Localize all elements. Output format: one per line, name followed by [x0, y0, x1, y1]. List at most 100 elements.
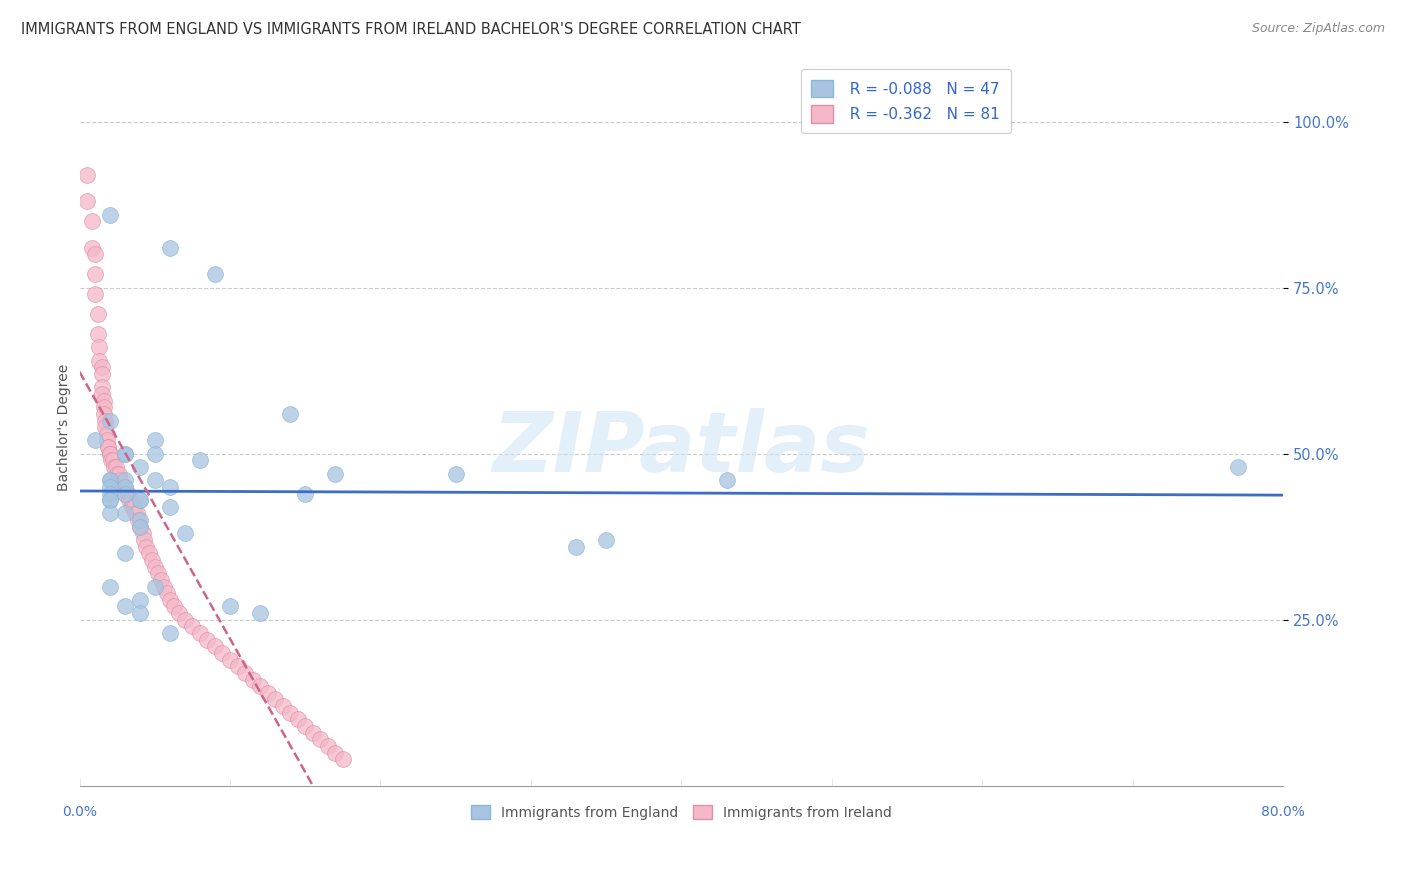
Point — [146, 566, 169, 581]
Point — [128, 606, 150, 620]
Point — [114, 599, 136, 614]
Point — [159, 626, 181, 640]
Text: ZIPatlas: ZIPatlas — [492, 409, 870, 489]
Point — [98, 447, 121, 461]
Point — [111, 480, 134, 494]
Point — [128, 493, 150, 508]
Point — [565, 540, 588, 554]
Point — [595, 533, 617, 547]
Text: IMMIGRANTS FROM ENGLAND VS IMMIGRANTS FROM IRELAND BACHELOR'S DEGREE CORRELATION: IMMIGRANTS FROM ENGLAND VS IMMIGRANTS FR… — [21, 22, 801, 37]
Point — [141, 553, 163, 567]
Point — [444, 467, 467, 481]
Point — [98, 473, 121, 487]
Point — [332, 752, 354, 766]
Point — [301, 725, 323, 739]
Point — [122, 500, 145, 514]
Point — [108, 473, 131, 487]
Point — [98, 447, 121, 461]
Point — [87, 341, 110, 355]
Point — [249, 679, 271, 693]
Point — [114, 546, 136, 560]
Point — [128, 520, 150, 534]
Point — [98, 493, 121, 508]
Point — [101, 453, 124, 467]
Point — [309, 732, 332, 747]
Point — [91, 360, 114, 375]
Point — [204, 268, 226, 282]
Point — [104, 460, 127, 475]
Legend: Immigrants from England, Immigrants from Ireland: Immigrants from England, Immigrants from… — [465, 799, 897, 825]
Point — [124, 507, 146, 521]
Point — [114, 486, 136, 500]
Point — [114, 480, 136, 494]
Point — [114, 447, 136, 461]
Point — [128, 493, 150, 508]
Point — [80, 241, 103, 255]
Point — [96, 434, 118, 448]
Point — [114, 507, 136, 521]
Point — [278, 706, 301, 720]
Point — [91, 380, 114, 394]
Point — [100, 453, 122, 467]
Point — [94, 413, 117, 427]
Point — [197, 632, 219, 647]
Point — [76, 168, 98, 182]
Point — [98, 493, 121, 508]
Point — [233, 665, 256, 680]
Text: 0.0%: 0.0% — [62, 805, 97, 820]
Point — [323, 746, 346, 760]
Point — [80, 214, 103, 228]
Point — [181, 619, 204, 633]
Point — [128, 513, 150, 527]
Point — [173, 526, 195, 541]
Point — [114, 447, 136, 461]
Point — [249, 606, 271, 620]
Point — [97, 440, 120, 454]
Point — [219, 652, 242, 666]
Point — [1227, 460, 1250, 475]
Point — [96, 426, 118, 441]
Point — [83, 268, 105, 282]
Point — [128, 520, 150, 534]
Point — [143, 580, 166, 594]
Point — [93, 407, 115, 421]
Point — [138, 546, 160, 560]
Point — [121, 500, 143, 514]
Point — [159, 592, 181, 607]
Point — [219, 599, 242, 614]
Point — [143, 447, 166, 461]
Point — [149, 573, 172, 587]
Point — [294, 486, 316, 500]
Text: Source: ZipAtlas.com: Source: ZipAtlas.com — [1251, 22, 1385, 36]
Point — [134, 533, 156, 547]
Point — [143, 559, 166, 574]
Text: 80.0%: 80.0% — [1261, 805, 1305, 820]
Point — [159, 241, 181, 255]
Point — [135, 540, 157, 554]
Point — [98, 447, 121, 461]
Point — [93, 393, 115, 408]
Point — [152, 580, 174, 594]
Point — [156, 586, 179, 600]
Point — [97, 440, 120, 454]
Point — [256, 686, 278, 700]
Point — [98, 208, 121, 222]
Point — [91, 367, 114, 381]
Point — [131, 526, 153, 541]
Point — [173, 613, 195, 627]
Point — [316, 739, 339, 753]
Point — [143, 434, 166, 448]
Point — [98, 580, 121, 594]
Point — [159, 480, 181, 494]
Point — [91, 387, 114, 401]
Point — [86, 327, 108, 342]
Point — [83, 247, 105, 261]
Point — [103, 460, 125, 475]
Point — [125, 507, 148, 521]
Point — [163, 599, 186, 614]
Point — [87, 353, 110, 368]
Point — [98, 413, 121, 427]
Point — [143, 473, 166, 487]
Point — [118, 493, 141, 508]
Point — [716, 473, 738, 487]
